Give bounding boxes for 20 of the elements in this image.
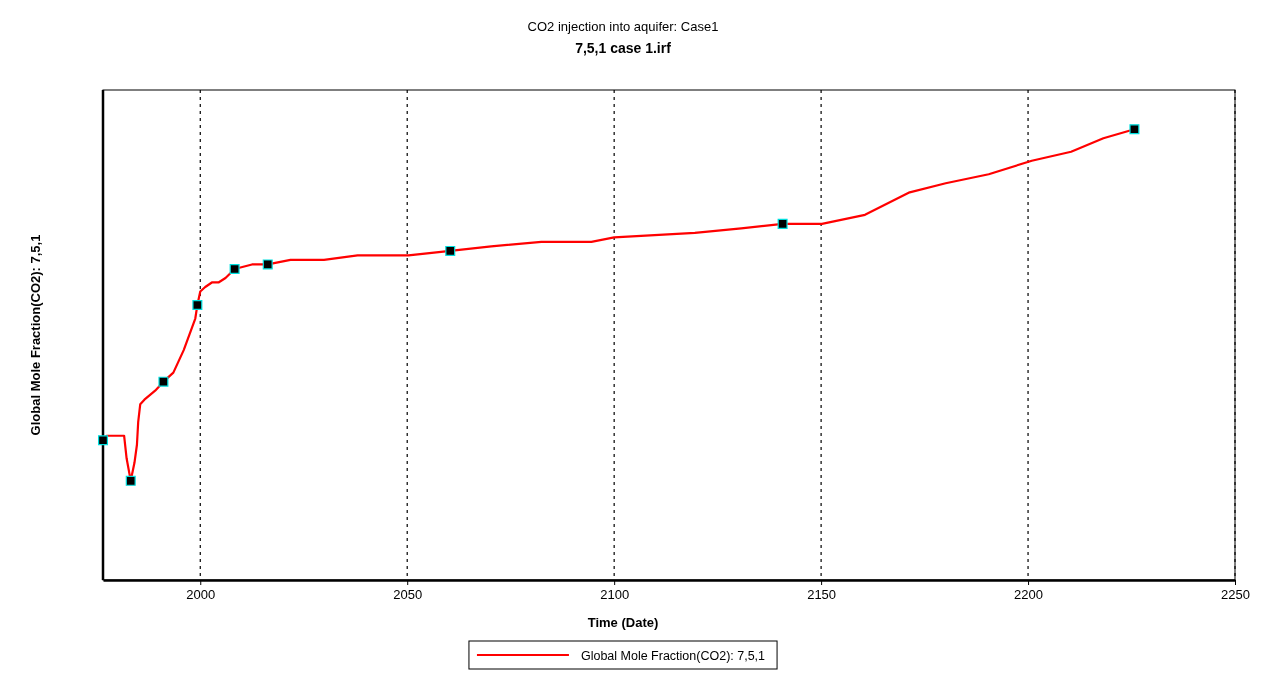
chart-title: CO2 injection into aquifer: Case1 <box>527 19 719 34</box>
point <box>125 475 136 486</box>
point <box>777 218 788 229</box>
text: Global Mole Fraction(CO2): 7,5,1 <box>580 648 766 663</box>
x-tick-label: 2000 <box>186 587 216 603</box>
y-axis-title: Global Mole Fraction(CO2): 7,5,1 <box>28 234 43 436</box>
point <box>192 300 203 311</box>
chart-subtitle: 7,5,1 case 1.irf <box>575 40 672 56</box>
point <box>158 376 169 387</box>
x-axis-title: Time (Date) <box>587 615 659 630</box>
x-tick-label: 2200 <box>1014 587 1044 603</box>
point <box>229 263 240 274</box>
x-tick-label: 2050 <box>393 587 423 603</box>
point <box>97 435 109 446</box>
x-tick-label: 2150 <box>807 587 837 603</box>
x-tick-label: 2250 <box>1221 587 1250 603</box>
point <box>445 245 456 256</box>
point <box>1129 124 1140 135</box>
point <box>262 259 273 270</box>
x-tick-label: 2100 <box>600 587 630 603</box>
